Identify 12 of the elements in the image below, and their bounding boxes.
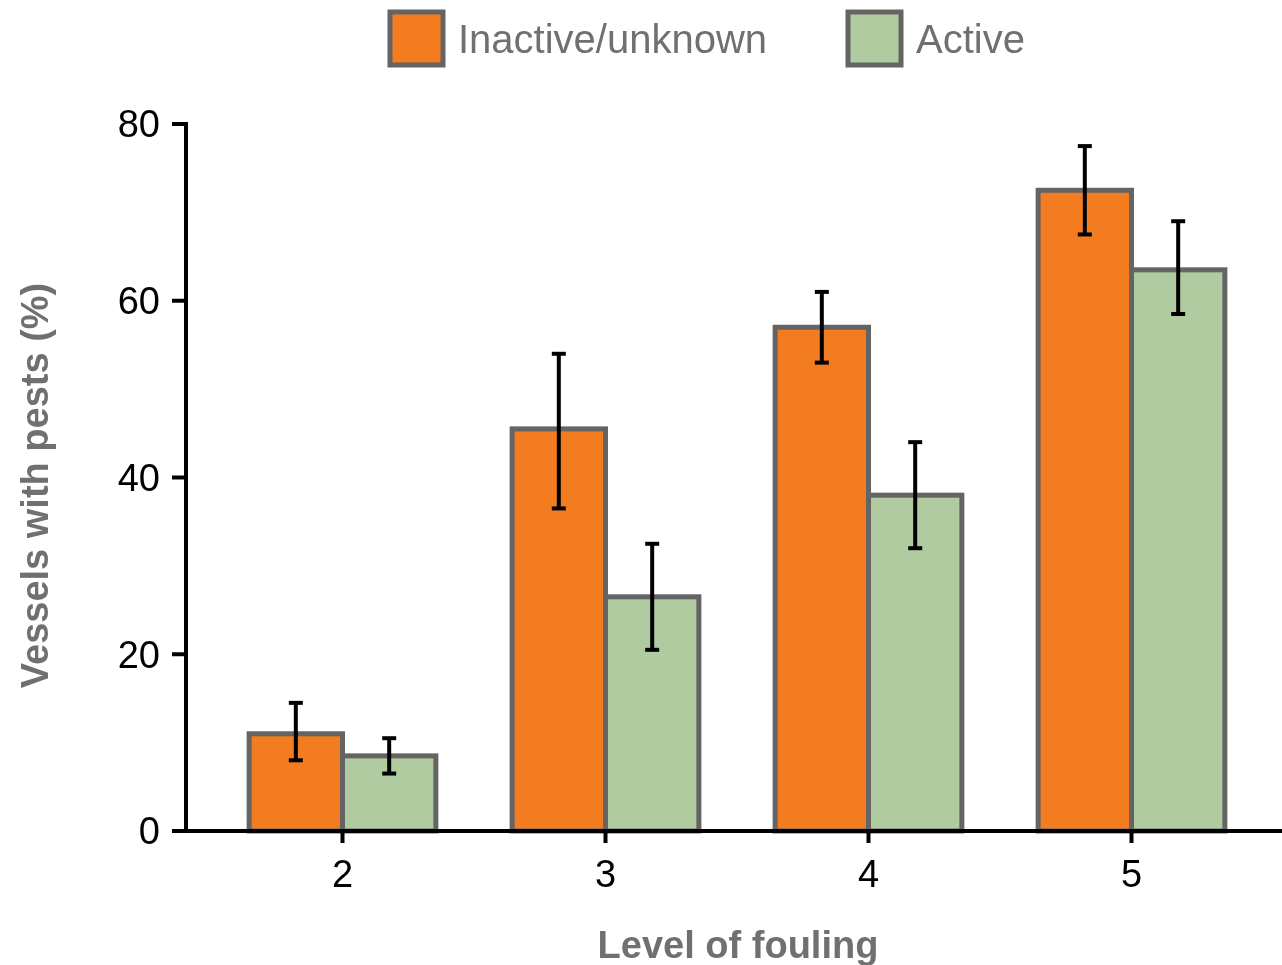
x-tick-label: 5 [1120, 853, 1143, 895]
x-tick-label: 3 [594, 853, 617, 895]
y-tick-label: 40 [117, 456, 160, 499]
legend-label: Inactive/unknown [458, 17, 768, 61]
y-tick-label: 20 [117, 633, 160, 676]
y-tick-label: 60 [117, 280, 160, 323]
y-tick-label: 0 [138, 810, 160, 853]
x-tick-label: 4 [857, 853, 880, 895]
x-tick-label: 2 [331, 853, 354, 895]
y-tick-label: 80 [117, 103, 160, 146]
legend-label: Active [916, 17, 1025, 61]
y-axis-title: Vessels with pests (%) [14, 282, 56, 689]
